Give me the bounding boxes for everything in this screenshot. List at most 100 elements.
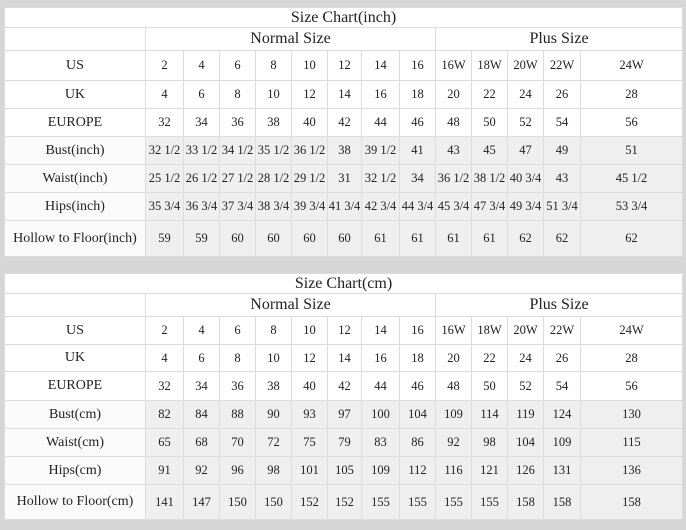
table-cell: 8	[255, 316, 292, 345]
table-cell: 49 3/4	[507, 192, 544, 221]
table-cell: 24W	[580, 50, 683, 81]
table-row: EUROPE3234363840424446485052545658	[4, 108, 683, 137]
table-cell: 33 1/2	[183, 136, 220, 165]
table-cell: 86	[399, 428, 436, 457]
table-cell: 60	[219, 220, 256, 257]
table-cell: 22	[471, 80, 508, 109]
table-cell: 2	[145, 316, 184, 345]
table-cell: 36 1/2	[291, 136, 328, 165]
table-cell: 14	[327, 80, 362, 109]
table-cell: 48	[435, 108, 472, 137]
table-cell: 22W	[543, 316, 581, 345]
table-cell: 61	[399, 220, 436, 257]
table-cell: 26 1/2	[183, 164, 220, 193]
table-cell: 38	[327, 136, 362, 165]
size-group-row: Normal Size Plus Size	[4, 27, 683, 51]
table-row: UK4681012141618202224262830	[4, 80, 683, 109]
table-cell: 14	[327, 344, 362, 372]
row-label: Hips(inch)	[4, 192, 146, 221]
table-cell: 93	[291, 400, 328, 429]
table-cell: 32 1/2	[145, 136, 184, 165]
table-cell: 155	[361, 484, 400, 520]
table-cell: 51	[580, 136, 683, 165]
table-cell: 34	[399, 164, 436, 193]
table-cell: 16	[361, 80, 400, 109]
table-cell: 62	[580, 220, 683, 257]
table-row: Bust(cm) 82 84 88 90 93 97 100 104 109 114 119 124 13…	[4, 400, 683, 429]
table-cell: 51 3/4	[543, 192, 581, 221]
table-cell: 121	[471, 456, 508, 485]
table-cell: 48	[435, 371, 472, 401]
size-group-row: Normal Size Plus Size	[4, 293, 683, 317]
table-cell: 45 1/2	[580, 164, 683, 193]
table-cell: 75	[291, 428, 328, 457]
table-cell: 40 3/4	[507, 164, 544, 193]
table-cell: 32 1/2	[361, 164, 400, 193]
table-cell: 36 3/4	[183, 192, 220, 221]
table-cell: 152	[327, 484, 362, 520]
table-cell: 52	[507, 371, 544, 401]
table-cell: 20	[435, 80, 472, 109]
table-cell: 124	[543, 400, 581, 429]
table-cell: 4	[183, 50, 220, 81]
table-cell: 20	[435, 344, 472, 372]
table-cell: 158	[507, 484, 544, 520]
table-cell: 22	[471, 344, 508, 372]
chart-title-row: Size Chart(inch)	[4, 7, 683, 28]
table-cell: 70	[219, 428, 256, 457]
table-row: Hips(cm) 91 92 96 98 101 105 109 112 116 121 126 131…	[4, 456, 683, 485]
table-cell: 18	[399, 80, 436, 109]
table-cell: 92	[183, 456, 220, 485]
table-cell: 65	[145, 428, 184, 457]
row-label: EUROPE	[4, 108, 146, 137]
table-cell: 24	[507, 80, 544, 109]
table-cell: 150	[255, 484, 292, 520]
table-cell: 54	[543, 108, 581, 137]
table-cell: 104	[399, 400, 436, 429]
table-cell: 36 1/2	[435, 164, 472, 193]
row-label: Waist(cm)	[4, 428, 146, 457]
table-cell: 4	[145, 344, 184, 372]
table-cell: 155	[435, 484, 472, 520]
table-cell: 96	[219, 456, 256, 485]
row-label: Hollow to Floor(cm)	[4, 484, 146, 520]
table-cell: 20W	[507, 316, 544, 345]
table-row: Hollow to Floor(inch) 59 59 60 60 60 60 61 61 61 6…	[4, 220, 683, 257]
table-cell: 26	[543, 344, 581, 372]
table-cell: 56	[580, 108, 683, 137]
table-cell: 39 1/2	[361, 136, 400, 165]
table-cell: 16W	[435, 50, 472, 81]
table-cell: 101	[291, 456, 328, 485]
table-cell: 12	[327, 316, 362, 345]
table-cell: 39 3/4	[291, 192, 328, 221]
table-cell: 150	[219, 484, 256, 520]
table-cell: 61	[361, 220, 400, 257]
table-cell: 44 3/4	[399, 192, 436, 221]
table-cell: 22W	[543, 50, 581, 81]
row-label: Bust(cm)	[4, 400, 146, 429]
table-cell: 46	[399, 108, 436, 137]
table-cell: 45	[471, 136, 508, 165]
table-cell: 8	[219, 344, 256, 372]
table-cell: 37 3/4	[219, 192, 256, 221]
table-cell: 46	[399, 371, 436, 401]
table-cell: 115	[580, 428, 683, 457]
table-cell: 14	[361, 316, 400, 345]
table-cell: 20W	[507, 50, 544, 81]
table-cell: 35 1/2	[255, 136, 292, 165]
table-row: EUROPE3234363840424446485052545658	[4, 371, 683, 401]
table-cell: 12	[291, 80, 328, 109]
group-plus-size: Plus Size	[435, 27, 683, 51]
table-cell: 10	[255, 344, 292, 372]
row-label: Waist(inch)	[4, 164, 146, 193]
table-cell: 104	[507, 428, 544, 457]
row-label: Bust(inch)	[4, 136, 146, 165]
table-cell: 35 3/4	[145, 192, 184, 221]
table-cell: 131	[543, 456, 581, 485]
table-cell: 38 1/2	[471, 164, 508, 193]
table-cell: 38 3/4	[255, 192, 292, 221]
table-cell: 25 1/2	[145, 164, 184, 193]
table-cell: 47 3/4	[471, 192, 508, 221]
row-label: EUROPE	[4, 371, 146, 401]
table-cell: 41	[399, 136, 436, 165]
